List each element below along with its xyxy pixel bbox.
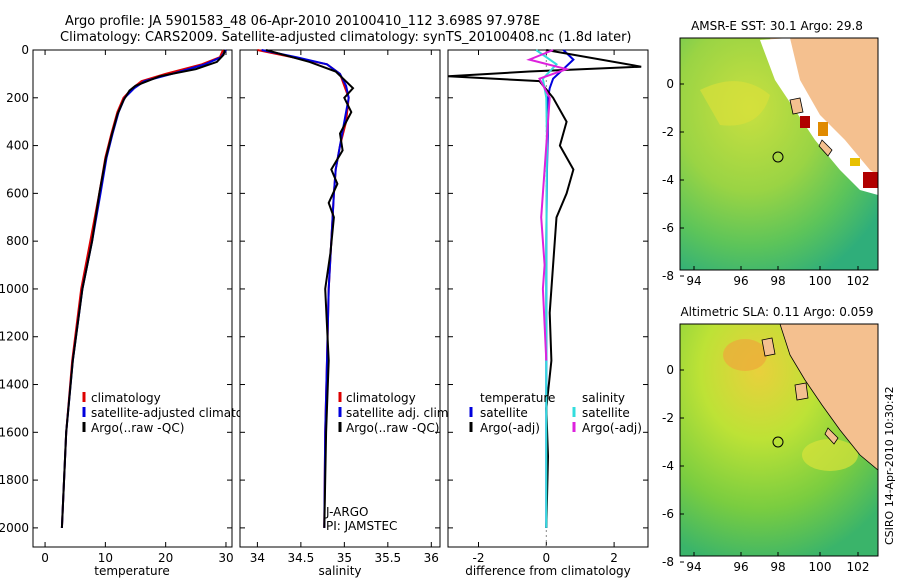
sst-map-frame xyxy=(679,37,879,271)
x-tick-label: 36 xyxy=(424,551,439,565)
series-line-argo xyxy=(60,49,226,528)
legend-argo-label: Argo(..raw -QC) xyxy=(91,421,184,435)
legend-temp-satellite-label: satellite xyxy=(480,406,528,420)
figure-title-line1: Argo profile: JA 5901583_48 06-Apr-2010 … xyxy=(65,14,540,29)
y-tick-label: 800 xyxy=(6,234,29,248)
x-tick-label: 0 xyxy=(542,551,550,565)
salinity-panel-frame xyxy=(239,49,441,548)
map-y-tick-label: -4 xyxy=(662,459,674,473)
map-x-tick-label: 96 xyxy=(733,560,748,574)
y-tick-label: 600 xyxy=(6,186,29,200)
y-tick-label: 1600 xyxy=(0,425,29,439)
series-line-argo xyxy=(265,49,355,528)
legend-temperature-header: temperature xyxy=(480,391,555,405)
sla-map-frame xyxy=(679,323,879,557)
legend-climatology-label: climatology xyxy=(346,391,416,405)
legend-climatology-label: climatology xyxy=(91,391,161,405)
x-tick-label: 30 xyxy=(218,551,233,565)
difference-legend: temperature satellite Argo(-adj) salinit… xyxy=(469,391,642,435)
salinity-legend: climatology satellite adj. clim. Argo(..… xyxy=(338,391,452,435)
sst-hot-cell xyxy=(818,122,828,136)
x-tick-label: 34.5 xyxy=(288,551,315,565)
sla-island xyxy=(794,382,809,401)
sst-warm-patch xyxy=(700,81,770,126)
x-tick-label: 0 xyxy=(41,551,49,565)
y-tick-label: 200 xyxy=(6,91,29,105)
x-tick-label: 34 xyxy=(250,551,265,565)
x-tick-label: -2 xyxy=(473,551,485,565)
x-tick-label: 10 xyxy=(98,551,113,565)
salinity-panel: 34 34.5 35 35.5 36 salinity climatology sate… xyxy=(239,49,452,578)
x-tick-label: 2 xyxy=(610,551,618,565)
program-annotation: J-ARGO xyxy=(325,505,368,519)
y-tick-label: 1000 xyxy=(0,282,29,296)
legend-salinity-header: salinity xyxy=(582,391,625,405)
sst-hot-cell xyxy=(800,116,810,128)
series-line-sal-argo xyxy=(526,49,571,361)
x-tick-label: 35.5 xyxy=(374,551,401,565)
map-y-tick-label: 0 xyxy=(666,77,674,91)
map-y-tick-label: -2 xyxy=(662,411,674,425)
y-tick-label: 1400 xyxy=(0,378,29,392)
sla-high-anomaly xyxy=(723,339,767,371)
map-x-tick-label: 98 xyxy=(770,560,785,574)
y-tick-label: 0 xyxy=(21,43,29,57)
temperature-panel: 0 10 20 30 0 200 400 600 800 1000 1200 1400 1600 1800… xyxy=(0,43,269,578)
sst-map-title: AMSR-E SST: 30.1 Argo: 29.8 xyxy=(691,19,863,33)
map-y-tick-label: -8 xyxy=(662,555,674,569)
sla-island xyxy=(761,337,776,357)
temperature-xlabel: temperature xyxy=(94,564,169,578)
sla-island xyxy=(824,427,839,445)
x-tick-label: 20 xyxy=(158,551,173,565)
csiro-stamp: CSIRO 14-Apr-2010 10:30:42 xyxy=(883,386,896,545)
figure-title-line2: Climatology: CARS2009. Satellite-adjuste… xyxy=(60,30,632,45)
salinity-xlabel: salinity xyxy=(318,564,361,578)
sst-island xyxy=(818,139,833,157)
y-tick-label: 1800 xyxy=(0,473,29,487)
legend-temp-argo-label: Argo(-adj) xyxy=(480,421,540,435)
argo-location-marker xyxy=(772,436,784,448)
y-tick-label: 400 xyxy=(6,139,29,153)
map-x-tick-label: 100 xyxy=(809,560,832,574)
legend-argo-label: Argo(..raw -QC) xyxy=(346,421,439,435)
legend-sal-argo-label: Argo(-adj) xyxy=(582,421,642,435)
map-y-tick-label: -6 xyxy=(662,221,674,235)
map-x-tick-label: 102 xyxy=(847,560,870,574)
map-y-tick-label: -8 xyxy=(662,269,674,283)
temperature-legend: climatology satellite-adjusted climatolo… xyxy=(82,391,269,435)
pi-annotation: PI: JAMSTEC xyxy=(326,519,397,533)
map-y-tick-label: -4 xyxy=(662,173,674,187)
sst-island xyxy=(789,97,804,115)
sst-map: AMSR-E SST: 30.1 Argo: 29.8 94 96 98 100 102… xyxy=(662,19,879,288)
y-tick-label: 1200 xyxy=(0,330,29,344)
sst-hot-cell xyxy=(863,172,878,188)
map-x-tick-label: 100 xyxy=(809,274,832,288)
map-x-tick-label: 98 xyxy=(770,274,785,288)
sst-hot-cell xyxy=(850,158,860,166)
map-x-tick-label: 96 xyxy=(733,274,748,288)
map-y-tick-label: 0 xyxy=(666,363,674,377)
sla-map: Altimetric SLA: 0.11 Argo: 0.059 94 96 98 1… xyxy=(662,305,879,574)
difference-xlabel: difference from climatology xyxy=(465,564,631,578)
sla-map-title: Altimetric SLA: 0.11 Argo: 0.059 xyxy=(680,305,873,319)
legend-sal-satellite-label: satellite xyxy=(582,406,630,420)
x-tick-label: 35 xyxy=(337,551,352,565)
map-x-tick-label: 94 xyxy=(686,560,701,574)
map-x-tick-label: 102 xyxy=(847,274,870,288)
map-x-tick-label: 94 xyxy=(686,274,701,288)
map-y-tick-label: -6 xyxy=(662,507,674,521)
argo-location-marker xyxy=(772,151,784,163)
sla-high-anomaly xyxy=(802,439,858,471)
legend-satellite-label: satellite adj. clim. xyxy=(346,406,452,420)
series-line-temp-argo xyxy=(447,49,642,528)
map-y-tick-label: -2 xyxy=(662,125,674,139)
difference-panel: -2 0 2 difference from climatology tempera… xyxy=(447,49,649,578)
legend-satellite-label: satellite-adjusted climatology xyxy=(91,406,269,420)
temperature-panel-frame xyxy=(32,49,233,548)
y-tick-label: 2000 xyxy=(0,521,29,535)
sst-coastal-white xyxy=(760,38,878,195)
